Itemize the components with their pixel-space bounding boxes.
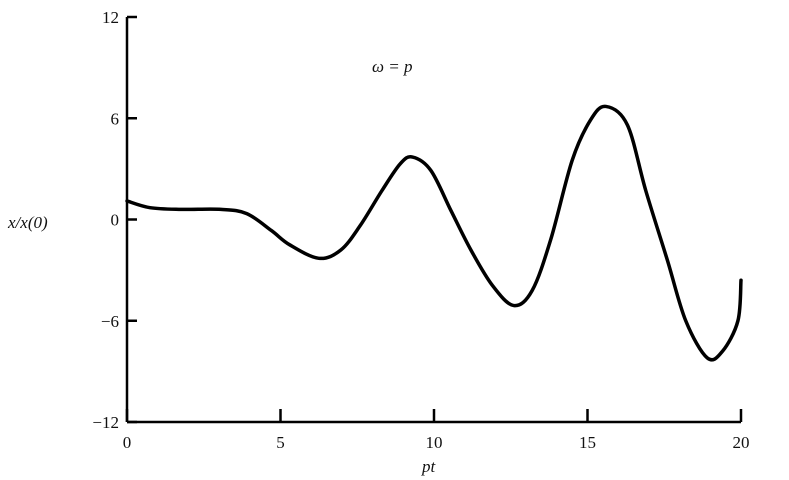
y-tick-label: −12 (92, 413, 119, 432)
ticks: −12 −6 0 6 12 0 5 10 15 20 (92, 8, 749, 452)
y-tick-label: 12 (102, 8, 119, 27)
x-tick-label: 10 (426, 433, 443, 452)
y-tick-label: 0 (111, 211, 120, 230)
y-tick-label: −6 (101, 312, 119, 331)
series-line (125, 104, 743, 362)
x-tick-label: 0 (123, 433, 132, 452)
x-tick-label: 5 (276, 433, 285, 452)
annotation: ω = p (372, 57, 412, 76)
y-axis-label: x/x(0) (7, 213, 48, 232)
x-tick-label: 15 (579, 433, 596, 452)
x-axis-label: pt (421, 457, 437, 476)
y-tick-label: 6 (111, 109, 120, 128)
x-tick-label: 20 (733, 433, 750, 452)
axes (125, 17, 741, 424)
